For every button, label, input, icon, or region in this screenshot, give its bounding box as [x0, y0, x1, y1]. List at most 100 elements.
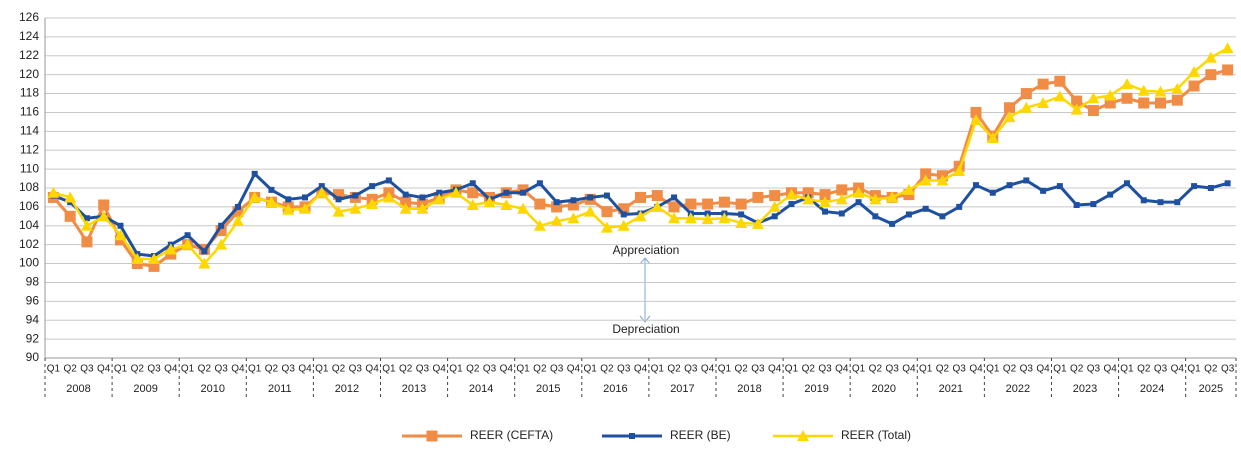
- x-tick-label: Q2: [667, 364, 681, 375]
- marker: [318, 183, 325, 190]
- x-tick-label: Q1: [114, 364, 128, 375]
- marker: [718, 196, 730, 208]
- annotation: Depreciation: [612, 322, 679, 336]
- marker: [822, 208, 829, 215]
- y-tick-label: 118: [20, 86, 39, 100]
- marker: [601, 206, 613, 218]
- x-tick-label: Q4: [1171, 364, 1185, 375]
- marker: [64, 191, 77, 203]
- marker: [922, 205, 929, 212]
- marker: [769, 190, 781, 202]
- x-group-label: 2019: [804, 383, 828, 395]
- marker: [920, 168, 932, 180]
- marker: [181, 238, 194, 250]
- x-group-label: 2020: [871, 383, 895, 395]
- x-tick-label: Q2: [466, 364, 480, 375]
- marker: [299, 202, 312, 214]
- x-tick-label: Q3: [349, 364, 363, 375]
- legend-item: REER (BE): [602, 428, 731, 442]
- marker: [567, 199, 579, 211]
- marker: [419, 194, 426, 201]
- marker: [986, 131, 999, 143]
- marker: [1123, 180, 1130, 187]
- marker: [117, 222, 124, 229]
- marker: [335, 196, 342, 203]
- x-tick-label: Q3: [1221, 364, 1235, 375]
- marker: [385, 177, 392, 184]
- marker: [553, 199, 560, 206]
- marker: [1071, 95, 1083, 107]
- y-tick-label: 126: [19, 10, 39, 24]
- marker: [469, 180, 476, 187]
- marker: [1154, 85, 1167, 97]
- x-group-label: 2025: [1199, 383, 1223, 395]
- marker: [500, 199, 513, 210]
- x-group-label: 2018: [737, 383, 761, 395]
- marker: [1020, 101, 1033, 113]
- marker: [989, 189, 996, 196]
- marker: [969, 114, 982, 125]
- marker: [684, 212, 697, 224]
- marker: [671, 194, 678, 201]
- marker: [248, 191, 261, 203]
- x-tick-label: Q2: [869, 364, 883, 375]
- marker: [369, 183, 376, 190]
- legend-label: REER (Total): [841, 428, 911, 442]
- marker: [1004, 102, 1016, 114]
- marker: [285, 196, 292, 203]
- y-tick-label: 114: [20, 124, 39, 138]
- y-tick-label: 122: [19, 48, 39, 62]
- marker: [620, 211, 627, 218]
- annotation-arrow: [639, 257, 651, 323]
- marker: [718, 212, 731, 224]
- x-tick-label: Q2: [1137, 364, 1151, 375]
- marker: [970, 106, 982, 118]
- x-tick-label: Q2: [1070, 364, 1084, 375]
- y-tick-label: 106: [19, 199, 39, 213]
- marker: [852, 186, 865, 198]
- x-group-label: 2010: [201, 383, 225, 395]
- x-group-label: 2014: [469, 383, 493, 395]
- x-tick-label: Q3: [1154, 364, 1168, 375]
- marker: [164, 243, 177, 255]
- marker: [534, 198, 546, 210]
- x-tick-label: Q3: [751, 364, 765, 375]
- marker: [1037, 78, 1049, 90]
- x-tick-label: Q2: [533, 364, 547, 375]
- x-tick-label: Q1: [449, 364, 463, 375]
- x-tick-label: Q4: [634, 364, 648, 375]
- marker: [520, 189, 527, 196]
- marker: [1006, 182, 1013, 189]
- marker: [886, 191, 899, 203]
- x-group-label: 2011: [268, 383, 292, 395]
- marker: [1157, 199, 1164, 206]
- marker: [919, 174, 932, 186]
- marker: [685, 198, 697, 210]
- marker: [517, 202, 530, 214]
- y-tick-label: 96: [26, 294, 40, 308]
- x-tick-label: Q4: [701, 364, 715, 375]
- marker: [302, 194, 309, 201]
- x-tick-label: Q1: [248, 364, 262, 375]
- x-tick-label: Q3: [818, 364, 832, 375]
- marker: [352, 192, 359, 199]
- x-group-label: 2023: [1073, 383, 1097, 395]
- x-tick-label: Q3: [147, 364, 161, 375]
- x-tick-label: Q3: [282, 364, 296, 375]
- x-tick-label: Q4: [164, 364, 178, 375]
- marker: [889, 220, 896, 227]
- marker: [1171, 82, 1184, 94]
- marker: [1020, 88, 1032, 100]
- x-tick-label: Q3: [483, 364, 497, 375]
- y-tick-label: 102: [19, 237, 39, 251]
- marker: [81, 236, 93, 248]
- marker: [668, 201, 680, 213]
- marker: [835, 193, 848, 205]
- x-tick-label: Q4: [1036, 364, 1050, 375]
- annotation: Appreciation: [613, 243, 680, 257]
- marker: [1023, 177, 1030, 184]
- marker: [251, 170, 258, 177]
- marker: [400, 196, 412, 208]
- marker: [131, 252, 144, 264]
